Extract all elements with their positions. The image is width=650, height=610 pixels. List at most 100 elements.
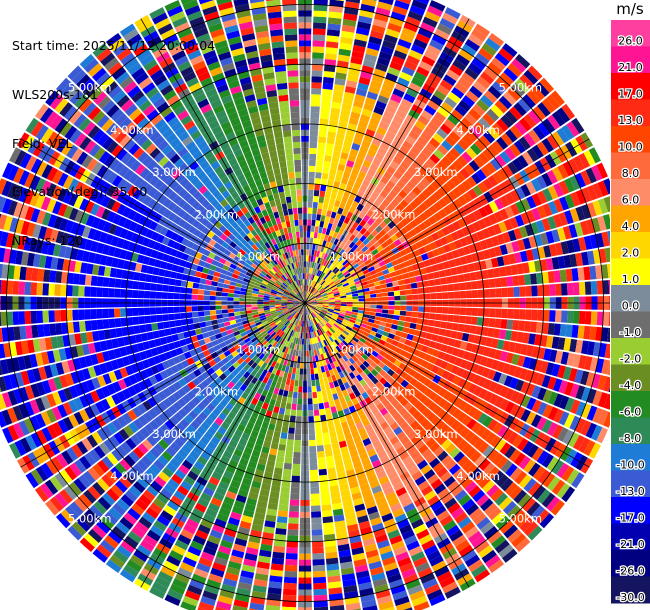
velocity-gate — [228, 316, 236, 321]
velocity-gate — [524, 321, 532, 332]
velocity-gate — [458, 494, 472, 507]
velocity-gate — [314, 309, 321, 314]
velocity-gate — [406, 180, 416, 191]
velocity-gate — [442, 519, 457, 532]
velocity-gate — [45, 500, 60, 516]
velocity-gate — [0, 327, 4, 343]
velocity-gate — [367, 380, 375, 389]
velocity-gate — [271, 324, 278, 331]
velocity-gate — [380, 264, 388, 271]
velocity-gate — [486, 108, 500, 122]
velocity-gate — [84, 392, 95, 406]
velocity-gate — [382, 233, 391, 241]
velocity-gate — [434, 111, 447, 123]
velocity-gate — [164, 419, 175, 430]
velocity-gate — [197, 401, 207, 411]
velocity-gate — [339, 42, 353, 51]
velocity-gate — [196, 383, 205, 392]
velocity-gate — [337, 391, 344, 399]
velocity-gate — [487, 126, 500, 140]
velocity-gate — [32, 338, 41, 353]
velocity-gate — [341, 196, 349, 204]
velocity-gate — [302, 308, 304, 315]
velocity-gate — [452, 468, 465, 480]
velocity-gate — [334, 373, 341, 381]
velocity-gate — [212, 324, 220, 330]
velocity-gate — [126, 559, 142, 573]
velocity-gate — [417, 459, 429, 470]
velocity-gate — [564, 194, 575, 209]
velocity-gate — [388, 407, 398, 417]
velocity-gate — [478, 458, 491, 471]
velocity-gate — [313, 331, 317, 338]
velocity-gate — [271, 367, 278, 375]
velocity-gate — [312, 564, 326, 572]
velocity-gate — [487, 175, 499, 187]
velocity-gate — [436, 262, 445, 271]
velocity-gate — [418, 351, 427, 360]
velocity-gate — [222, 313, 229, 318]
velocity-gate — [332, 150, 341, 158]
velocity-gate — [467, 333, 476, 343]
velocity-gate — [435, 313, 442, 321]
velocity-gate — [325, 228, 331, 236]
velocity-gate — [552, 424, 564, 439]
velocity-gate — [495, 288, 502, 298]
velocity-gate — [286, 314, 292, 320]
velocity-gate — [268, 496, 279, 505]
velocity-gate — [254, 392, 262, 400]
velocity-gate — [431, 232, 440, 241]
velocity-gate — [258, 494, 269, 503]
velocity-gate — [140, 539, 155, 552]
velocity-gate — [370, 191, 380, 200]
velocity-gate — [311, 523, 323, 530]
velocity-gate — [318, 130, 328, 138]
velocity-gate — [399, 249, 408, 257]
velocity-gate — [607, 360, 610, 376]
velocity-gate — [293, 304, 300, 306]
velocity-gate — [286, 439, 294, 446]
velocity-gate — [479, 336, 487, 346]
velocity-gate — [375, 62, 388, 73]
velocity-gate — [415, 240, 424, 249]
velocity-gate — [512, 434, 524, 448]
velocity-gate — [204, 416, 214, 426]
velocity-gate — [255, 321, 262, 326]
velocity-gate — [551, 131, 565, 147]
velocity-gate — [417, 312, 424, 319]
velocity-gate — [359, 378, 367, 387]
velocity-gate — [361, 139, 371, 149]
velocity-gate — [289, 499, 300, 506]
velocity-gate — [170, 349, 178, 358]
velocity-gate — [378, 369, 387, 377]
velocity-gate — [583, 266, 591, 281]
velocity-gate — [216, 600, 232, 610]
velocity-gate — [512, 320, 520, 331]
velocity-gate — [266, 378, 273, 386]
velocity-gate — [309, 295, 315, 300]
velocity-gate — [308, 433, 316, 441]
velocity-gate — [325, 277, 331, 283]
velocity-gate — [512, 275, 520, 286]
velocity-gate — [457, 400, 468, 411]
velocity-gate — [357, 289, 364, 294]
velocity-gate — [314, 373, 319, 380]
velocity-gate — [363, 102, 375, 112]
velocity-gate — [396, 325, 404, 332]
velocity-gate — [452, 435, 464, 447]
velocity-gate — [416, 528, 430, 540]
velocity-gate — [562, 429, 575, 445]
velocity-gate — [410, 161, 421, 171]
velocity-gate — [115, 480, 128, 493]
velocity-gate — [209, 529, 223, 540]
velocity-gate — [225, 464, 236, 474]
velocity-gate — [232, 474, 243, 483]
velocity-gate — [447, 480, 460, 492]
velocity-gate — [429, 594, 446, 606]
velocity-gate — [382, 331, 390, 338]
velocity-gate — [123, 336, 131, 346]
velocity-gate — [327, 131, 337, 139]
velocity-gate — [248, 435, 257, 444]
velocity-gate — [227, 485, 239, 495]
velocity-gate — [307, 398, 313, 405]
